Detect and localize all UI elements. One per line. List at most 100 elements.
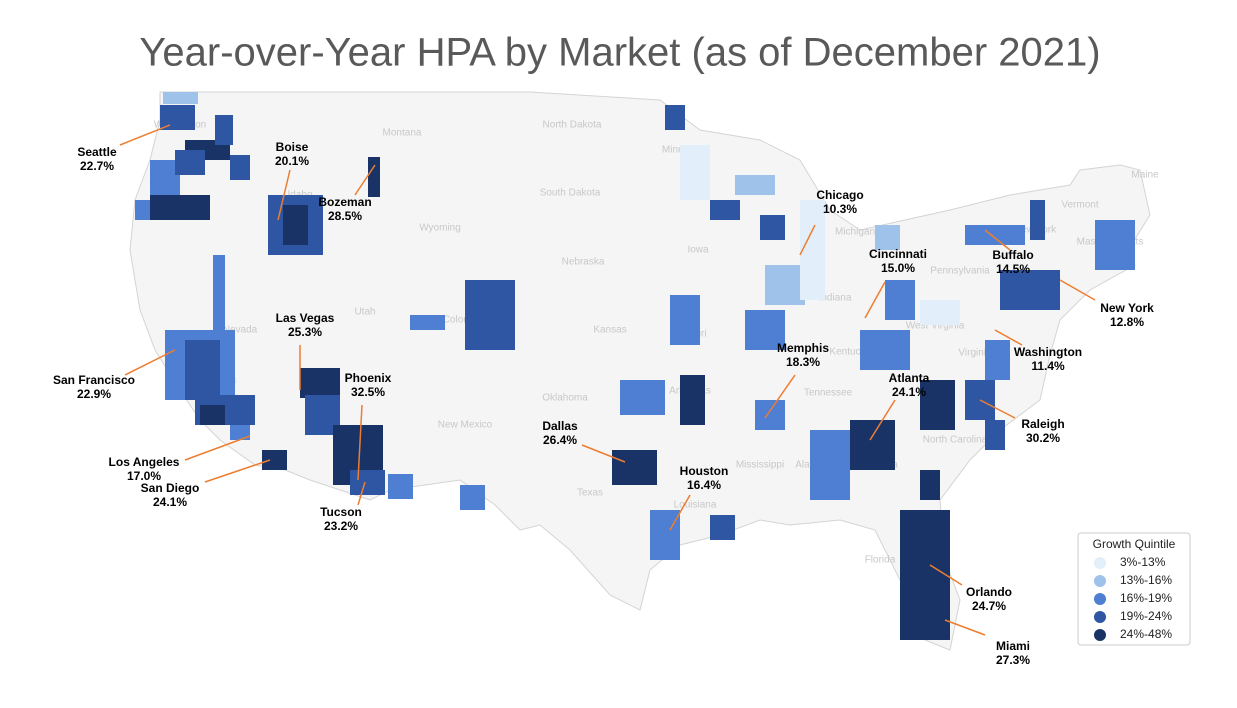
market-value: 28.5% — [328, 209, 362, 223]
metro-area — [620, 380, 665, 415]
market-name: Memphis — [777, 341, 829, 355]
legend-label: 16%-19% — [1120, 591, 1172, 605]
market-name: Seattle — [77, 145, 117, 159]
state-label: Kansas — [593, 325, 626, 336]
state-label: Tennessee — [804, 388, 853, 399]
leader-line — [869, 399, 896, 441]
state-label: Michigan — [835, 227, 875, 238]
metro-area — [213, 255, 225, 335]
market-value: 30.2% — [1026, 431, 1060, 445]
metro-area — [670, 295, 700, 345]
state-label: Nebraska — [562, 257, 605, 268]
metro-area — [650, 510, 680, 560]
legend-swatch — [1094, 557, 1106, 569]
metro-area — [810, 430, 850, 500]
market-name: Los Angeles — [109, 455, 180, 469]
leader-line — [979, 399, 1016, 419]
metro-area — [885, 280, 915, 320]
metro-area — [230, 425, 250, 440]
metro-area — [230, 155, 250, 180]
metro-area — [710, 515, 735, 540]
market-value: 23.2% — [324, 519, 358, 533]
metro-area — [850, 420, 895, 470]
state-label: North Dakota — [543, 120, 602, 131]
state-label: Virginia — [958, 348, 992, 359]
state-label: Colorado — [443, 315, 484, 326]
metro-area — [800, 200, 825, 300]
market-value: 11.4% — [1031, 359, 1065, 373]
metro-area — [920, 300, 960, 325]
metro-area — [710, 200, 740, 220]
metro-area — [410, 315, 445, 330]
metro-area — [735, 175, 775, 195]
leader-line — [864, 281, 886, 319]
state-label: Indiana — [819, 293, 852, 304]
metro-area — [368, 157, 380, 197]
leader-line — [1059, 279, 1096, 301]
market-value: 12.8% — [1110, 315, 1144, 329]
metro-area — [875, 225, 900, 250]
legend-label: 3%-13% — [1120, 555, 1166, 569]
market-name: Chicago — [816, 188, 863, 202]
market-name: Phoenix — [345, 371, 392, 385]
market-value: 24.1% — [153, 495, 187, 509]
state-label: Iowa — [687, 245, 709, 256]
metro-area — [760, 215, 785, 240]
leader-line — [799, 224, 816, 256]
metro-area — [460, 485, 485, 510]
metro-area — [920, 380, 955, 430]
leader-line — [581, 444, 626, 463]
metro-area — [665, 105, 685, 130]
market-name: Raleigh — [1021, 417, 1064, 431]
market-name: Buffalo — [992, 248, 1033, 262]
state-label: Maine — [1131, 170, 1159, 181]
metro-area — [1095, 220, 1135, 270]
metro-area — [680, 375, 705, 425]
metro-area — [283, 205, 308, 245]
market-name: Tucson — [320, 505, 362, 519]
leader-line — [994, 329, 1023, 346]
metro-area — [215, 115, 233, 145]
metro-area — [920, 470, 940, 500]
metro-area — [150, 195, 210, 220]
state-label: Kentucky — [829, 347, 870, 358]
state-label: Florida — [865, 555, 896, 566]
legend-label: 19%-24% — [1120, 609, 1172, 623]
market-value: 26.4% — [543, 433, 577, 447]
state-label: New Mexico — [438, 420, 493, 431]
metro-area — [860, 330, 910, 370]
leader-line — [669, 494, 691, 531]
state-label: Mississippi — [736, 460, 784, 471]
market-name: New York — [1100, 301, 1154, 315]
state-label: South Dakota — [540, 188, 601, 199]
market-name: San Diego — [141, 481, 200, 495]
leader-line — [119, 124, 171, 146]
leader-line — [944, 619, 986, 636]
market-value: 22.9% — [77, 387, 111, 401]
market-value: 22.7% — [80, 159, 114, 173]
metro-area — [350, 470, 385, 495]
leader-line — [357, 404, 363, 481]
leader-line — [764, 374, 796, 419]
metro-area — [900, 510, 950, 640]
state-label: Utah — [354, 307, 375, 318]
market-value: 16.4% — [687, 478, 721, 492]
market-name: Atlanta — [889, 371, 930, 385]
metro-area — [465, 280, 515, 350]
metro-area — [262, 450, 287, 470]
market-value: 32.5% — [351, 385, 385, 399]
metro-area — [755, 400, 785, 430]
state-label: Wyoming — [419, 223, 461, 234]
market-value: 24.7% — [972, 599, 1006, 613]
market-value: 10.3% — [823, 202, 857, 216]
metro-area — [160, 105, 195, 130]
metro-area — [200, 405, 225, 425]
metro-area — [163, 92, 198, 104]
market-name: Las Vegas — [276, 311, 335, 325]
metro-area — [185, 340, 220, 400]
metro-area — [612, 450, 657, 485]
legend-title: Growth Quintile — [1093, 537, 1176, 551]
legend-swatch — [1094, 593, 1106, 605]
metro-area — [965, 225, 1025, 245]
state-label: West Virginia — [906, 321, 965, 332]
